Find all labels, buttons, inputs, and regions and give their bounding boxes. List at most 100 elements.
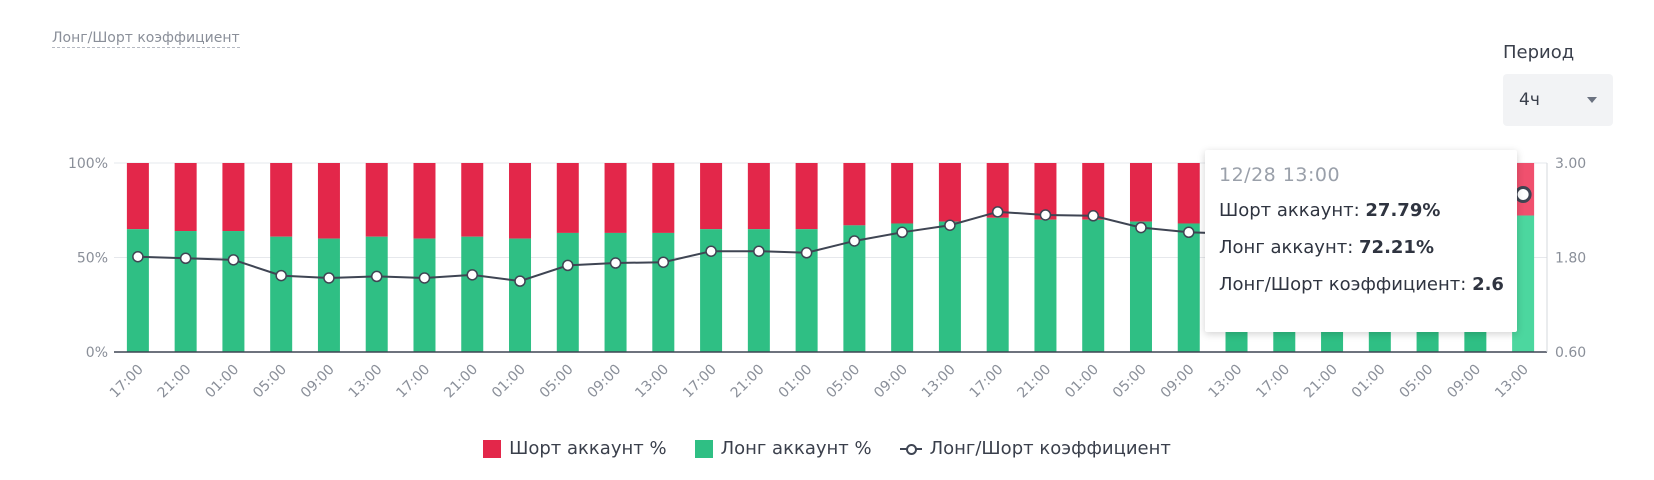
x-tick-label: 13:00 [1205, 362, 1245, 402]
bar-short[interactable] [938, 163, 961, 222]
bar-short[interactable] [843, 163, 866, 226]
legend-item-long[interactable]: Лонг аккаунт % [694, 438, 872, 459]
x-tick-label: 21:00 [155, 362, 195, 402]
chart-tooltip: 12/28 13:00 Шорт аккаунт: 27.79% Лонг ак… [1205, 150, 1517, 332]
ratio-point[interactable] [991, 206, 1004, 218]
bar-short[interactable] [126, 163, 149, 230]
bar-short[interactable] [652, 163, 675, 233]
ratio-point[interactable] [1087, 210, 1099, 222]
x-tick-label: 05:00 [1110, 362, 1150, 402]
x-tick-label: 13:00 [919, 362, 959, 402]
bar-short[interactable] [1177, 163, 1200, 224]
x-tick-label: 17:00 [680, 362, 720, 402]
x-tick-label: 13:00 [1492, 362, 1532, 402]
bar-long[interactable] [509, 238, 532, 352]
ratio-point[interactable] [466, 269, 478, 281]
x-tick-label: 01:00 [202, 362, 242, 402]
ratio-point[interactable] [418, 272, 431, 284]
ratio-point[interactable] [132, 250, 144, 263]
bar-short[interactable] [604, 163, 627, 233]
bar-long[interactable] [222, 231, 245, 352]
bar-short[interactable] [1034, 163, 1057, 220]
bar-short[interactable] [700, 163, 723, 230]
bar-short[interactable] [413, 163, 436, 239]
bar-long[interactable] [843, 225, 866, 352]
tooltip-short-value: 27.79% [1365, 200, 1441, 221]
bar-short[interactable] [891, 163, 914, 224]
bar-long[interactable] [938, 221, 961, 352]
bar-long[interactable] [365, 236, 388, 352]
ratio-point[interactable] [753, 245, 765, 257]
bar-long[interactable] [986, 217, 1009, 352]
x-tick-label: 13:00 [346, 362, 386, 402]
x-tick-label: 17:00 [107, 362, 147, 402]
ratio-point[interactable] [227, 254, 240, 266]
ratio-point[interactable] [275, 269, 287, 282]
bar-short[interactable] [986, 163, 1009, 218]
y-right-tick-label: 0.60 [1555, 345, 1586, 361]
bar-long[interactable] [1129, 221, 1152, 352]
ratio-point[interactable] [705, 245, 717, 257]
bar-long[interactable] [1034, 219, 1057, 352]
bar-short[interactable] [461, 163, 484, 237]
period-label: Период [1503, 42, 1575, 63]
bar-short[interactable] [222, 163, 245, 232]
x-tick-label: 21:00 [441, 362, 481, 402]
x-tick-label: 17:00 [1253, 362, 1293, 402]
ratio-point[interactable] [1514, 186, 1532, 203]
chart-title[interactable]: Лонг/Шорт коэффициент [52, 30, 240, 48]
x-tick-label: 05:00 [537, 362, 577, 402]
ratio-point[interactable] [848, 235, 861, 247]
bar-long[interactable] [270, 236, 293, 352]
bar-long[interactable] [413, 238, 436, 352]
bar-long[interactable] [700, 229, 723, 352]
bar-long[interactable] [1082, 219, 1105, 352]
bar-short[interactable] [365, 163, 388, 237]
bar-long[interactable] [1177, 223, 1200, 352]
ratio-point[interactable] [609, 257, 622, 269]
period-select[interactable]: 4ч [1503, 74, 1613, 126]
tooltip-short-row: Шорт аккаунт: 27.79% [1219, 200, 1503, 221]
bar-long[interactable] [891, 223, 914, 352]
bar-long[interactable] [604, 232, 627, 352]
bar-short[interactable] [556, 163, 579, 233]
bar-long[interactable] [317, 238, 340, 352]
ratio-point[interactable] [562, 259, 574, 272]
bar-long[interactable] [556, 232, 579, 352]
ratio-point[interactable] [1039, 209, 1052, 221]
ratio-point[interactable] [896, 226, 908, 239]
x-tick-label: 09:00 [1158, 362, 1198, 402]
ratio-point[interactable] [514, 275, 526, 287]
bar-short[interactable] [174, 163, 197, 232]
ratio-point[interactable] [323, 272, 335, 284]
bar-long[interactable] [126, 229, 149, 352]
chevron-down-icon [1587, 97, 1597, 103]
ratio-point[interactable] [1183, 226, 1195, 239]
ratio-point[interactable] [657, 256, 670, 268]
bar-short[interactable] [795, 163, 818, 230]
y-left-tick-label: 100% [68, 156, 108, 172]
bar-short[interactable] [1129, 163, 1152, 222]
legend-item-ratio[interactable]: Лонг/Шорт коэффициент [899, 438, 1171, 459]
ratio-point[interactable] [370, 270, 383, 283]
bar-short[interactable] [270, 163, 293, 237]
bar-long[interactable] [1512, 215, 1535, 352]
bar-long[interactable] [174, 231, 197, 352]
bar-long[interactable] [747, 229, 770, 352]
ratio-point[interactable] [1135, 221, 1147, 234]
bar-long[interactable] [461, 236, 484, 352]
x-tick-label: 17:00 [967, 362, 1007, 402]
legend-item-short[interactable]: Шорт аккаунт % [483, 438, 667, 459]
bar-long[interactable] [795, 229, 818, 352]
bar-short[interactable] [1082, 163, 1105, 220]
ratio-point[interactable] [800, 247, 813, 259]
y-right-tick-label: 1.80 [1555, 251, 1586, 267]
bar-long[interactable] [652, 232, 675, 352]
bar-short[interactable] [509, 163, 532, 239]
bar-short[interactable] [747, 163, 770, 230]
ratio-point[interactable] [944, 219, 956, 231]
bar-short[interactable] [317, 163, 340, 239]
ratio-point[interactable] [179, 252, 192, 265]
legend-label-short: Шорт аккаунт % [509, 438, 667, 459]
